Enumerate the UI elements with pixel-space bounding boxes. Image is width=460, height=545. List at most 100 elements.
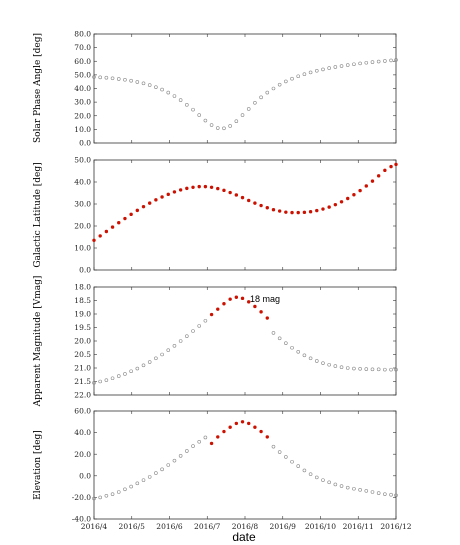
chart-panel: 0.0 10.0 20.0 30.0 40.0 50.0 Galactic Latitude… [33,156,398,275]
data-point [141,363,146,368]
data-point [308,472,313,476]
y-tick-label: 20.0 [74,111,91,120]
data-point-highlight [259,429,263,434]
data-point [116,77,121,81]
data-point [321,67,325,72]
y-tick-label: 30.0 [74,200,91,209]
data-point [135,481,140,486]
data-point-highlight [222,429,226,434]
data-point-highlight [327,205,331,209]
data-point [178,98,183,102]
data-point [135,80,140,84]
data-point-highlight [178,188,183,192]
chart-panel: 18.0 18.5 19.0 19.5 20.0 20.5 21.0 21.5 22.0 Appa… [33,276,398,407]
data-point [321,478,325,482]
data-point-highlight [154,198,158,202]
y-tick-label: 40.0 [74,428,91,437]
data-point [166,463,171,467]
data-point [265,90,270,95]
data-point [284,79,288,84]
x-tick-label: 2016/5 [119,522,146,531]
data-point-highlight [271,208,276,212]
data-point-highlight [290,210,294,215]
data-point [296,464,301,468]
data-point [172,458,177,463]
data-point-highlight [209,441,214,446]
data-point [129,484,133,489]
data-point [277,336,282,341]
data-point [185,334,189,338]
data-point [116,490,121,494]
data-point-highlight [147,201,152,205]
data-point [302,72,307,76]
data-point [339,365,344,369]
data-point [358,488,362,492]
data-point [333,65,338,69]
data-point [98,379,102,384]
data-point [308,356,313,361]
data-point [116,374,121,378]
data-point [314,359,319,363]
data-point-highlight [222,188,226,193]
y-tick-label: -40.0 [72,515,91,524]
data-point [203,435,208,440]
data-point-highlight [321,207,325,211]
data-point [234,119,239,123]
data-point [290,459,294,464]
data-point-highlight [141,204,146,209]
data-point [327,362,331,367]
data-point [389,492,393,497]
data-point-highlight [265,316,269,320]
data-point [178,454,183,458]
data-point [240,113,245,117]
data-point-highlight [247,421,251,426]
data-point [147,83,152,87]
data-point [129,369,133,374]
y-tick-label: 20.0 [74,222,91,231]
data-point-highlight [117,221,121,225]
data-point-highlight [123,216,127,221]
y-tick-label: 18.5 [74,296,91,305]
data-point [228,124,232,128]
data-point [197,113,202,117]
data-point [185,449,189,453]
data-point-highlight [352,193,356,197]
data-point [197,439,202,444]
data-point [376,491,381,495]
data-point [370,490,375,494]
data-point-highlight [203,184,208,189]
data-point [259,95,263,100]
data-point [178,339,183,343]
data-point-highlight [364,184,368,188]
data-point [370,60,375,64]
plot-frame [93,159,397,271]
x-tick-label: 2016/6 [156,522,183,531]
data-point [92,381,96,385]
data-point-highlight [284,210,288,214]
x-tick-label: 2016/8 [232,522,259,531]
data-point [123,372,127,376]
data-point [185,103,189,107]
data-point-highlight [216,186,220,191]
data-point [147,475,152,479]
data-point-highlight [197,184,201,189]
data-point-highlight [302,210,307,215]
data-point-highlight [265,435,269,439]
chart-panels: 0.0 10.0 20.0 30.0 40.0 50.0 60.0 70.0 80.0 Solar… [33,30,398,524]
data-point [141,478,146,482]
data-point [222,126,226,131]
data-point [339,64,344,68]
data-point-highlight [277,209,282,213]
data-point-highlight [253,201,257,205]
data-point-highlight [234,193,239,197]
data-point [290,345,294,350]
y-tick-label: 70.0 [74,43,91,52]
data-point-highlight [259,310,263,314]
data-point [110,376,115,381]
data-point-highlight [389,164,393,169]
x-tick-label: 2016/9 [270,522,297,531]
data-point-highlight [216,435,220,439]
data-point-highlight [234,421,239,426]
data-point [296,74,301,79]
data-point [308,70,313,75]
